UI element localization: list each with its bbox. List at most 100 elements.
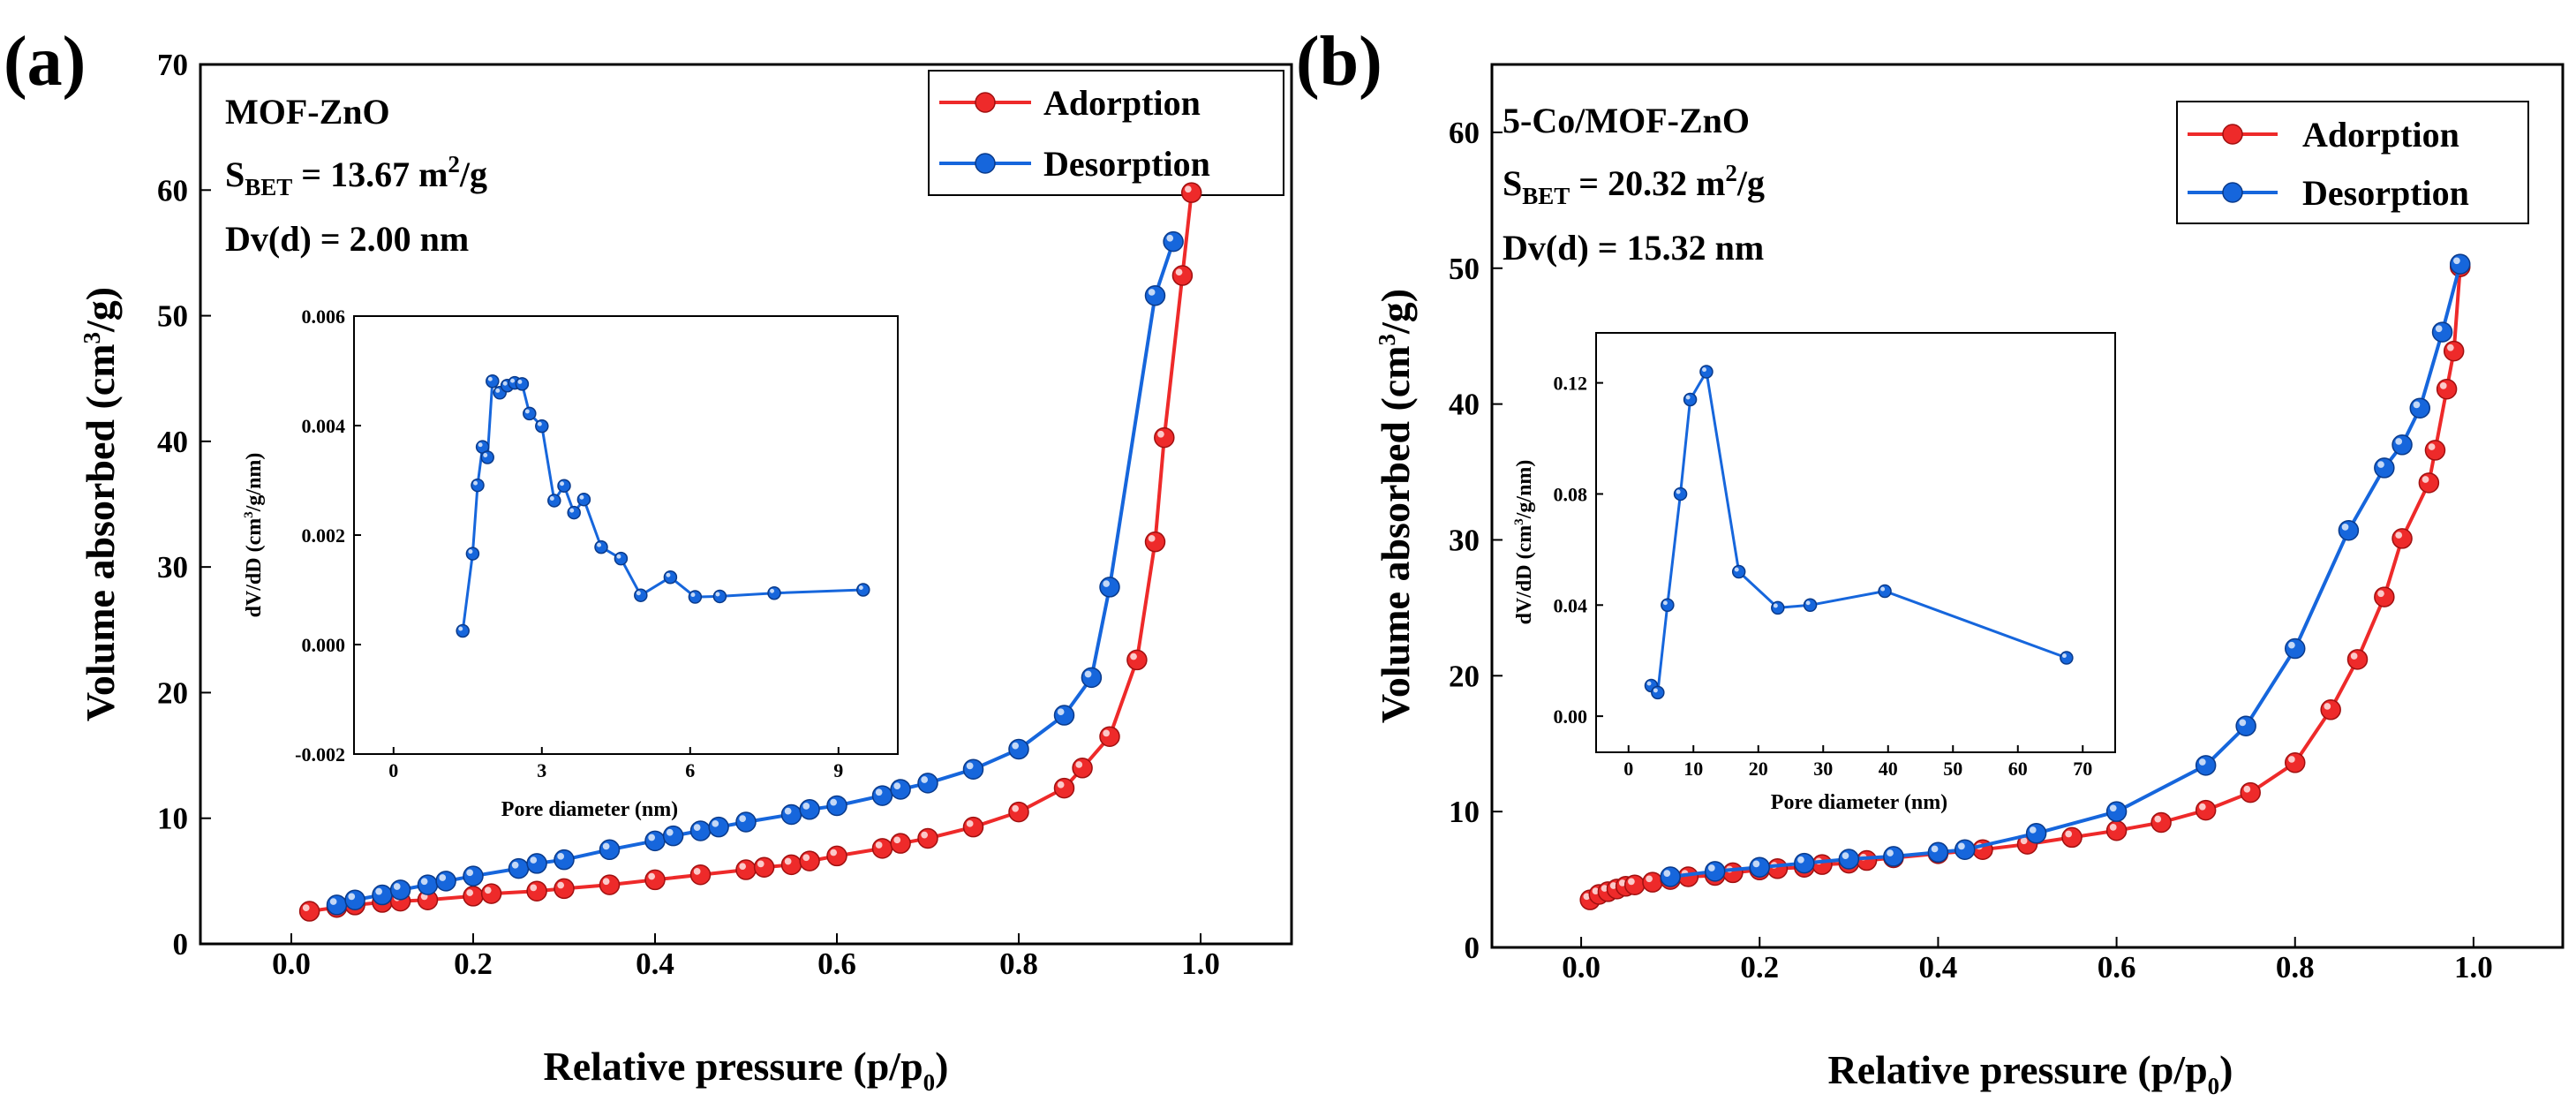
panel-a-desorption-point bbox=[435, 871, 456, 892]
panel-a-adsorption-line bbox=[309, 192, 1194, 913]
panel-a-desorption-point-highlight bbox=[602, 842, 610, 850]
panel-a-inset-y-axis-label: dV/dD (cm3/g/nm) bbox=[242, 453, 266, 618]
panel-a-inset-point-highlight bbox=[510, 378, 515, 383]
panel-b-inset-y-tick-label: 0.12 bbox=[1554, 373, 1588, 395]
panel-b-adsorption-point-highlight bbox=[1628, 878, 1635, 886]
panel-b-desorption-point bbox=[2338, 519, 2360, 541]
panel-a-sample-name: MOF-ZnO bbox=[225, 92, 390, 132]
panel-b-inset-point-highlight bbox=[1685, 395, 1691, 400]
panel-a-adsorption-point-highlight bbox=[875, 841, 883, 849]
panel-a-adsorption-point-highlight bbox=[802, 854, 810, 862]
panel-a-adsorption-point-highlight bbox=[1012, 804, 1019, 812]
panel-b-adsorption-point-highlight bbox=[2324, 703, 2331, 710]
panel-a-desorption-point bbox=[708, 816, 729, 838]
panel-b-sample-name: 5-Co/MOF-ZnO bbox=[1503, 101, 1750, 140]
panel-a-desorption-point-highlight bbox=[893, 782, 901, 789]
panel-a-adsorption-point bbox=[780, 854, 802, 876]
panel-a-sbet: SBET = 13.67 m2/g bbox=[225, 151, 487, 200]
panel-a-x-tick-label: 0.0 bbox=[272, 947, 311, 981]
panel-b-desorption-point-highlight bbox=[2341, 523, 2349, 531]
panel-a-legend-box bbox=[928, 70, 1284, 196]
panel-b-adsorption-point bbox=[1642, 871, 1663, 893]
panel-b-inset-point-highlight bbox=[1676, 489, 1681, 494]
panel-b-desorption-point-highlight bbox=[1708, 864, 1715, 871]
panel-b-inset-y-tick-label: 0.00 bbox=[1554, 705, 1588, 728]
panel-a-desorption-point bbox=[890, 779, 911, 800]
panel-b-adsorption-point bbox=[2443, 340, 2465, 362]
panel-a-desorption-point-highlight bbox=[1084, 670, 1092, 678]
panel-a-desorption-point bbox=[372, 884, 393, 906]
panel-b-legend-box bbox=[2176, 101, 2529, 224]
panel-b-adsorption-point-highlight bbox=[1583, 893, 1591, 901]
panel-b-adsorption-point bbox=[1856, 849, 1878, 871]
panel-a-adsorption-point bbox=[463, 886, 484, 907]
panel-a-legend: Adorption Desorption bbox=[928, 70, 1284, 196]
panel-b-inset-point-highlight bbox=[1646, 681, 1652, 686]
panel-b-adsorption-point-highlight bbox=[2198, 803, 2206, 811]
panel-a-adsorption-point-highlight bbox=[530, 884, 538, 892]
panel-a-inset-point-highlight bbox=[616, 554, 621, 559]
panel-a-inset-point-highlight bbox=[468, 549, 473, 554]
panel-b-adsorption-point-highlight bbox=[1592, 887, 1600, 895]
panel-b-adsorption-point-highlight bbox=[2154, 815, 2162, 823]
panel-a-desorption-point bbox=[826, 795, 847, 817]
panel-b-adsorption-point bbox=[1722, 862, 1744, 884]
panel-a-desorption-line bbox=[335, 240, 1175, 907]
panel-a-adsorption-point bbox=[298, 901, 320, 922]
panel-b-desorption-point-highlight bbox=[2413, 401, 2421, 409]
panel-b-inset-point bbox=[1673, 487, 1688, 502]
panel-a-inset-series bbox=[456, 374, 870, 638]
panel-b-inset-line bbox=[1650, 370, 2068, 694]
panel-a-inset-point bbox=[471, 478, 485, 493]
panel-a-adsorption-point-highlight bbox=[557, 881, 565, 889]
panel-b-adsorption-point-highlight bbox=[1601, 885, 1608, 892]
panel-a-x-tick-label: 0.6 bbox=[817, 947, 856, 981]
panel-b-dv: Dv(d) = 15.32 nm bbox=[1503, 228, 1764, 268]
panel-a-inset-point-highlight bbox=[770, 588, 774, 593]
panel-a-adsorption-point bbox=[799, 850, 820, 871]
panel-a-desorption-point-highlight bbox=[875, 788, 883, 796]
panel-a-inset-point bbox=[547, 494, 561, 508]
panel-b-inset-point-highlight bbox=[2061, 653, 2067, 659]
panel-a-desorption-point-highlight bbox=[693, 824, 701, 831]
panel-a-desorption-point-highlight bbox=[375, 887, 382, 895]
panel-a-desorption-point bbox=[1144, 285, 1166, 306]
panel-b-inset-point-highlight bbox=[1702, 367, 1706, 373]
panel-b-adsorption-point-highlight bbox=[1618, 879, 1626, 886]
panel-a-adsorption-point-highlight bbox=[830, 849, 838, 856]
panel-a-inset-point-highlight bbox=[502, 381, 508, 386]
panel-a-desorption-point-highlight bbox=[1103, 580, 1110, 587]
panel-b-inset-x-tick-label: 50 bbox=[1943, 758, 1962, 780]
panel-a-y-tick-label: 70 bbox=[157, 48, 188, 82]
panel-a-adsorption-point bbox=[644, 869, 666, 891]
panel-a-desorption-point-highlight bbox=[666, 828, 674, 836]
panel-a-adsorption-point bbox=[689, 864, 712, 886]
panel-b-desorption-point-highlight bbox=[1887, 849, 1894, 856]
panel-a-inset: -0.002 0.000 0.002 0.004 0.006 0 3 6 9 Pore dia… bbox=[242, 306, 899, 821]
panel-a-adsorption-point-highlight bbox=[757, 860, 765, 868]
panel-b-adsorption-point bbox=[2391, 528, 2413, 549]
panel-b-desorption-line bbox=[1669, 263, 2462, 879]
panel-b-inset-point-highlight bbox=[1653, 688, 1658, 693]
panel-b-x-tick-label: 0.0 bbox=[1562, 950, 1601, 985]
panel-a-desorption-point bbox=[389, 879, 411, 901]
panel-b-desorption-point bbox=[2431, 321, 2453, 343]
panel-b-y-tick-label: 60 bbox=[1449, 116, 1480, 150]
panel-b-adsorption-point-highlight bbox=[2109, 823, 2117, 831]
panel-b-inset-x-tick-label: 70 bbox=[2073, 758, 2092, 780]
panel-b-adsorption-point bbox=[2240, 781, 2261, 803]
panel-a-inset-y-tick-label: 0.004 bbox=[302, 415, 346, 437]
panel-a-desorption-point-highlight bbox=[466, 869, 474, 877]
panel-a-adsorption-point-highlight bbox=[1157, 430, 1164, 438]
panel-b-inset-x-tick-label: 10 bbox=[1683, 758, 1703, 780]
panel-a-desorption-point bbox=[554, 849, 575, 871]
panel-a-desorption-point-highlight bbox=[802, 803, 810, 810]
panel-a-inset-point-highlight bbox=[560, 481, 564, 487]
panel-a-desorption-point bbox=[689, 820, 712, 841]
panel-a-desorption-point bbox=[1081, 667, 1103, 689]
panel-a-y-tick-label: 50 bbox=[157, 299, 188, 334]
panel-b-adsorption-point bbox=[2320, 699, 2341, 720]
panel-a-inset-point bbox=[486, 374, 500, 389]
panel-b-desorption-point-highlight bbox=[2377, 461, 2384, 468]
panel-b-x-tick-label: 0.4 bbox=[1919, 950, 1958, 985]
